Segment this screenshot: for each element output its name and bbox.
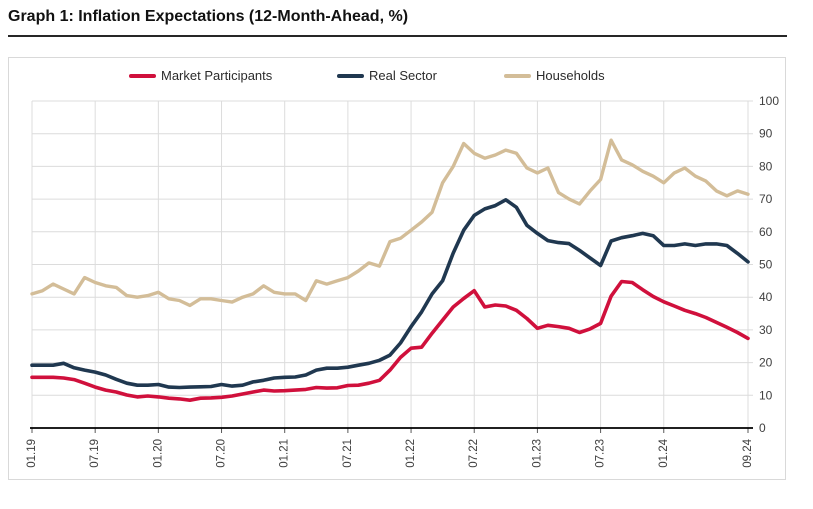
legend-item-label: Real Sector — [369, 68, 437, 83]
y-axis-tick-label: 80 — [759, 159, 773, 173]
legend-item-label: Households — [536, 68, 605, 83]
x-axis-tick-label: 07.23 — [595, 439, 607, 468]
x-axis-tick-label: 01.21 — [279, 439, 291, 468]
x-axis-tick-label: 01.23 — [531, 439, 543, 468]
x-axis-tick-label: 01.19 — [26, 439, 38, 468]
x-axis-tick-label: 07.21 — [342, 439, 354, 468]
x-axis-tick-label: 09.24 — [742, 438, 754, 467]
y-axis-tick-label: 10 — [759, 388, 773, 402]
y-axis-tick-label: 20 — [759, 356, 773, 370]
y-axis-tick-label: 50 — [759, 258, 773, 272]
series-line-real-sector — [30, 198, 750, 390]
title-underline: Graph 1: Inflation Expectations (12-Mont… — [8, 8, 787, 37]
legend-line-icon-market-participants — [129, 73, 156, 78]
x-axis-tick-label: 07.19 — [89, 439, 101, 468]
chart-legend: Market Participants Real Sector Househol… — [9, 68, 785, 92]
series-line-market-participants — [30, 279, 750, 403]
chart-container: Market Participants Real Sector Househol… — [8, 57, 786, 480]
x-axis-tick-label: 07.22 — [468, 439, 480, 468]
legend-item-households: Households — [504, 68, 605, 83]
line-chart: 0 10 20 30 40 50 60 70 80 90 100 01.19 07.19 01.20 07.… — [26, 94, 779, 468]
legend-line-icon-real-sector — [337, 73, 364, 78]
y-axis-tick-label: 70 — [759, 192, 773, 206]
y-axis-tick-label: 100 — [759, 94, 779, 108]
y-axis-tick-label: 90 — [759, 127, 773, 141]
legend-item-market-participants: Market Participants — [129, 68, 272, 83]
legend-line-icon-households — [504, 73, 531, 78]
x-axis-tick-label: 01.24 — [658, 438, 670, 467]
y-axis-tick-label: 60 — [759, 225, 773, 239]
series-line-households — [30, 138, 750, 308]
x-axis-tick-label: 01.22 — [405, 439, 417, 468]
legend-item-label: Market Participants — [161, 68, 273, 83]
x-axis-tick-label: 07.20 — [216, 439, 228, 468]
y-axis-tick-label: 40 — [759, 290, 773, 304]
y-axis-tick-label: 0 — [759, 421, 766, 435]
page-title: Graph 1: Inflation Expectations (12-Mont… — [8, 8, 409, 25]
x-axis-tick-label: 01.20 — [152, 439, 164, 468]
legend-item-real-sector: Real Sector — [337, 68, 437, 83]
y-axis-tick-label: 30 — [759, 323, 773, 337]
